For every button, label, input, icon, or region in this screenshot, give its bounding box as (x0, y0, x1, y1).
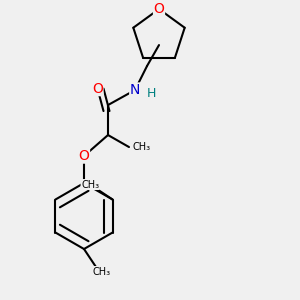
Text: CH₃: CH₃ (132, 142, 150, 152)
Text: O: O (154, 2, 164, 16)
Text: CH₃: CH₃ (93, 266, 111, 277)
Text: O: O (79, 149, 89, 163)
Text: O: O (92, 82, 103, 95)
Text: N: N (130, 83, 140, 97)
Text: H: H (147, 86, 156, 100)
Text: CH₃: CH₃ (81, 179, 99, 190)
